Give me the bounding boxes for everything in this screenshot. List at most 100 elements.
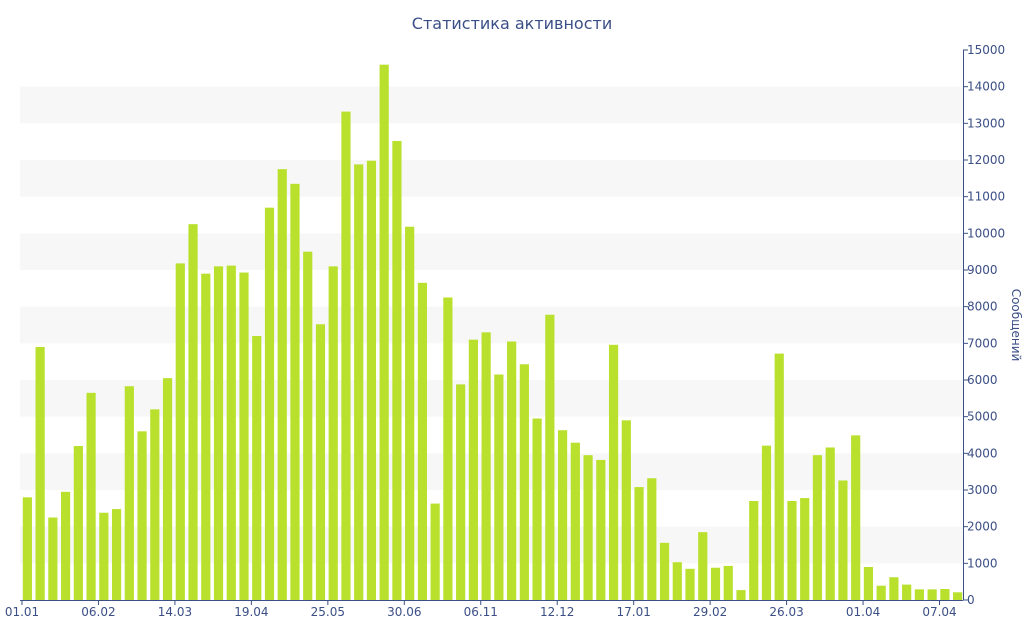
bar: [443, 297, 453, 600]
bar: [774, 353, 784, 600]
y-tick-label: 7000: [967, 336, 998, 350]
bar: [851, 435, 861, 600]
y-tick-label: 4000: [967, 446, 998, 460]
bar: [252, 336, 262, 600]
bar: [723, 565, 733, 600]
bar: [927, 589, 937, 600]
x-axis-ticks: 01.01 06.02 14.03 19.04 25.05 30.06 06.11 12.12…: [5, 600, 957, 619]
y-tick-label: 11000: [967, 190, 1005, 204]
bar: [188, 224, 198, 601]
bar: [137, 431, 147, 600]
y-tick-label: 14000: [967, 80, 1005, 94]
bar: [22, 497, 32, 600]
bar: [583, 455, 593, 600]
bar: [608, 344, 619, 600]
bar: [825, 447, 835, 600]
bar: [239, 272, 249, 600]
bar: [35, 347, 45, 600]
bar: [838, 480, 848, 600]
y-tick-label: 9000: [967, 263, 998, 277]
grid-band: [20, 380, 963, 417]
bar: [596, 459, 606, 600]
bar: [558, 430, 568, 600]
bar: [876, 585, 886, 600]
bar: [749, 501, 759, 600]
x-tick-label: 26.03: [769, 605, 803, 619]
bar: [519, 364, 529, 600]
bar: [417, 282, 427, 600]
x-tick-label: 25.05: [311, 605, 345, 619]
y-tick-label: 10000: [967, 226, 1005, 240]
bar: [710, 567, 721, 600]
y-tick-label: 0: [967, 593, 975, 607]
bar: [124, 386, 134, 600]
bar: [914, 589, 924, 600]
bar: [150, 409, 160, 600]
bar: [659, 542, 670, 600]
bar: [698, 532, 708, 600]
y-tick-label: 3000: [967, 483, 998, 497]
bar: [379, 64, 389, 601]
bar: [354, 164, 364, 600]
bar: [940, 589, 950, 600]
bar: [570, 442, 580, 600]
bar: [405, 226, 415, 601]
bar: [494, 374, 504, 600]
y-tick-label: 1000: [967, 556, 998, 570]
bar: [889, 577, 899, 600]
bar: [86, 392, 96, 600]
bar: [634, 487, 644, 600]
bar: [111, 509, 122, 600]
bar: [621, 420, 631, 600]
chart-title: Статистика активности: [411, 14, 613, 33]
bar: [341, 111, 351, 600]
bar: [213, 266, 224, 600]
bar: [507, 341, 517, 600]
bar: [800, 498, 810, 600]
bar: [456, 384, 466, 600]
bar: [264, 207, 275, 601]
bar: [430, 503, 440, 600]
bar: [647, 478, 657, 600]
bar: [468, 339, 478, 600]
bar: [315, 324, 326, 600]
grid-band: [20, 160, 963, 197]
bar: [685, 568, 695, 600]
axes: [20, 50, 964, 601]
grid-band: [20, 306, 963, 344]
bar: [761, 445, 772, 600]
bar-series: [22, 64, 963, 601]
bar: [545, 314, 555, 600]
bar: [672, 562, 682, 600]
y-tick-label: 5000: [967, 410, 998, 424]
x-tick-label: 30.06: [387, 605, 421, 619]
y-tick-label: 2000: [967, 520, 998, 534]
y-tick-label: 12000: [967, 153, 1005, 167]
x-tick-label: 12.12: [540, 605, 574, 619]
bar: [863, 567, 874, 600]
x-tick-label: 06.11: [464, 605, 498, 619]
grid-band: [20, 233, 963, 270]
bar: [392, 140, 402, 600]
x-tick-label: 06.02: [81, 605, 115, 619]
bar: [99, 512, 109, 600]
x-tick-label: 29.02: [693, 605, 727, 619]
bar: [812, 455, 823, 600]
bar: [953, 592, 963, 600]
grid-band: [20, 86, 963, 124]
bar: [532, 418, 542, 600]
x-tick-label: 17.01: [616, 605, 650, 619]
bar: [162, 378, 173, 600]
y-tick-label: 15000: [967, 43, 1005, 57]
x-tick-label: 01.04: [846, 605, 880, 619]
bar: [48, 517, 58, 600]
bar: [303, 251, 313, 601]
bar: [328, 266, 338, 600]
y-tick-label: 8000: [967, 300, 998, 314]
bar: [290, 183, 300, 600]
bar: [481, 332, 491, 600]
x-tick-label: 07.04: [922, 605, 956, 619]
bar: [366, 160, 377, 601]
